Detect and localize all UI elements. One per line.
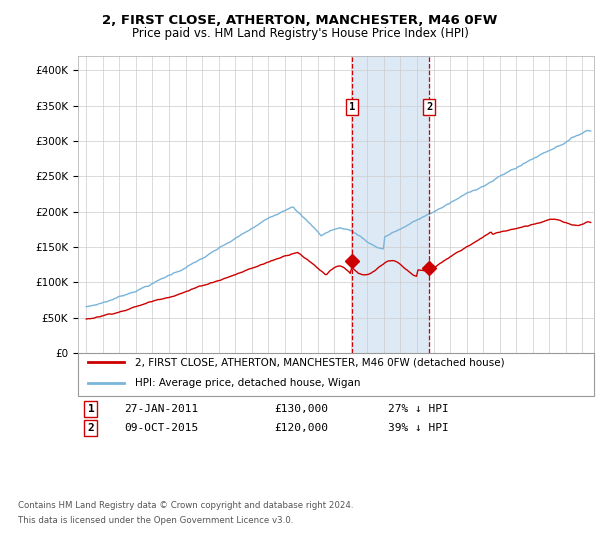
Text: 27-JAN-2011: 27-JAN-2011 [124,404,199,414]
Text: £130,000: £130,000 [274,404,328,414]
Text: 2: 2 [427,102,433,112]
Text: 2, FIRST CLOSE, ATHERTON, MANCHESTER, M46 0FW (detached house): 2, FIRST CLOSE, ATHERTON, MANCHESTER, M4… [135,357,505,367]
Text: 2: 2 [88,423,94,433]
Text: Price paid vs. HM Land Registry's House Price Index (HPI): Price paid vs. HM Land Registry's House … [131,27,469,40]
FancyBboxPatch shape [78,353,594,396]
Text: This data is licensed under the Open Government Licence v3.0.: This data is licensed under the Open Gov… [18,516,293,525]
Text: 2, FIRST CLOSE, ATHERTON, MANCHESTER, M46 0FW: 2, FIRST CLOSE, ATHERTON, MANCHESTER, M4… [103,14,497,27]
Bar [352,56,430,353]
Text: 27% ↓ HPI: 27% ↓ HPI [388,404,448,414]
Text: 39% ↓ HPI: 39% ↓ HPI [388,423,448,433]
Text: 09-OCT-2015: 09-OCT-2015 [124,423,199,433]
Text: Contains HM Land Registry data © Crown copyright and database right 2024.: Contains HM Land Registry data © Crown c… [18,501,353,510]
Text: HPI: Average price, detached house, Wigan: HPI: Average price, detached house, Wiga… [135,378,360,388]
Text: 1: 1 [88,404,94,414]
Text: £120,000: £120,000 [274,423,328,433]
Text: 1: 1 [349,102,355,112]
